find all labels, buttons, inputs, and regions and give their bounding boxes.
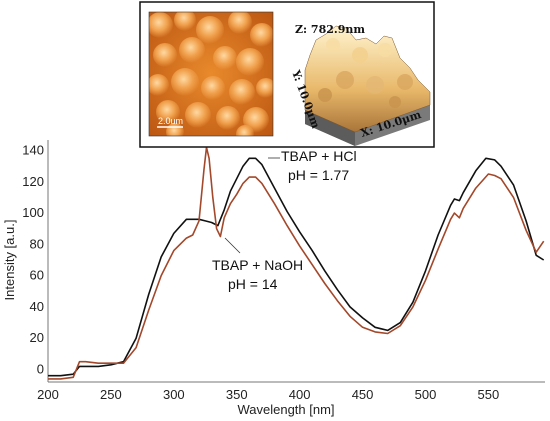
series-line-tbap-hcl — [48, 157, 545, 377]
x-tick-label: 300 — [163, 387, 185, 402]
axes — [47, 140, 545, 383]
y-tick-label: 20 — [30, 330, 44, 345]
y-tick-label: 100 — [22, 205, 44, 220]
x-tick-label: 250 — [100, 387, 122, 402]
x-tick-label: 400 — [289, 387, 311, 402]
y-axis-label: Intensity [a.u.] — [2, 220, 17, 301]
x-tick-label: 350 — [226, 387, 248, 402]
x-axis-label: Wavelength [nm] — [237, 402, 334, 417]
y-tick-label: 120 — [22, 174, 44, 189]
x-tick-labels: 200 250 300 350 400 450 500 550 — [37, 387, 499, 402]
y-tick-label: 40 — [30, 299, 44, 314]
x-tick-label: 550 — [478, 387, 500, 402]
annotation-naoh-ph: pH = 14 — [228, 276, 278, 292]
series-line-tbap-naoh — [48, 146, 545, 380]
afm-scale-bar-label: 2.0um — [158, 116, 183, 126]
afm-inset: 2.0um Z: 782.9nm Y: 10.0μm X: 10.0μm — [139, 1, 435, 148]
afm-3d-surface — [304, 25, 431, 146]
afm-2d-image — [149, 12, 273, 136]
y-tick-label: 140 — [22, 143, 44, 158]
annotation-naoh-leader — [224, 237, 241, 254]
x-tick-label: 500 — [415, 387, 437, 402]
x-tick-label: 450 — [352, 387, 374, 402]
y-tick-label: 80 — [30, 236, 44, 251]
y-tick-label: 0 — [37, 361, 44, 376]
y-tick-labels: 0 20 40 60 80 100 120 140 — [22, 143, 44, 377]
annotation-naoh: TBAP + NaOH pH = 14 — [212, 237, 303, 292]
annotation-hcl-ph: pH = 1.77 — [288, 167, 349, 183]
afm-2d-image-border — [148, 11, 274, 137]
x-tick-label: 200 — [37, 387, 59, 402]
afm-z-label: Z: 782.9nm — [295, 23, 365, 36]
annotation-naoh-name: TBAP + NaOH — [212, 257, 303, 273]
annotation-hcl: TBAP + HCl pH = 1.77 — [268, 148, 357, 183]
annotation-hcl-name: TBAP + HCl — [281, 148, 357, 164]
y-tick-label: 60 — [30, 268, 44, 283]
